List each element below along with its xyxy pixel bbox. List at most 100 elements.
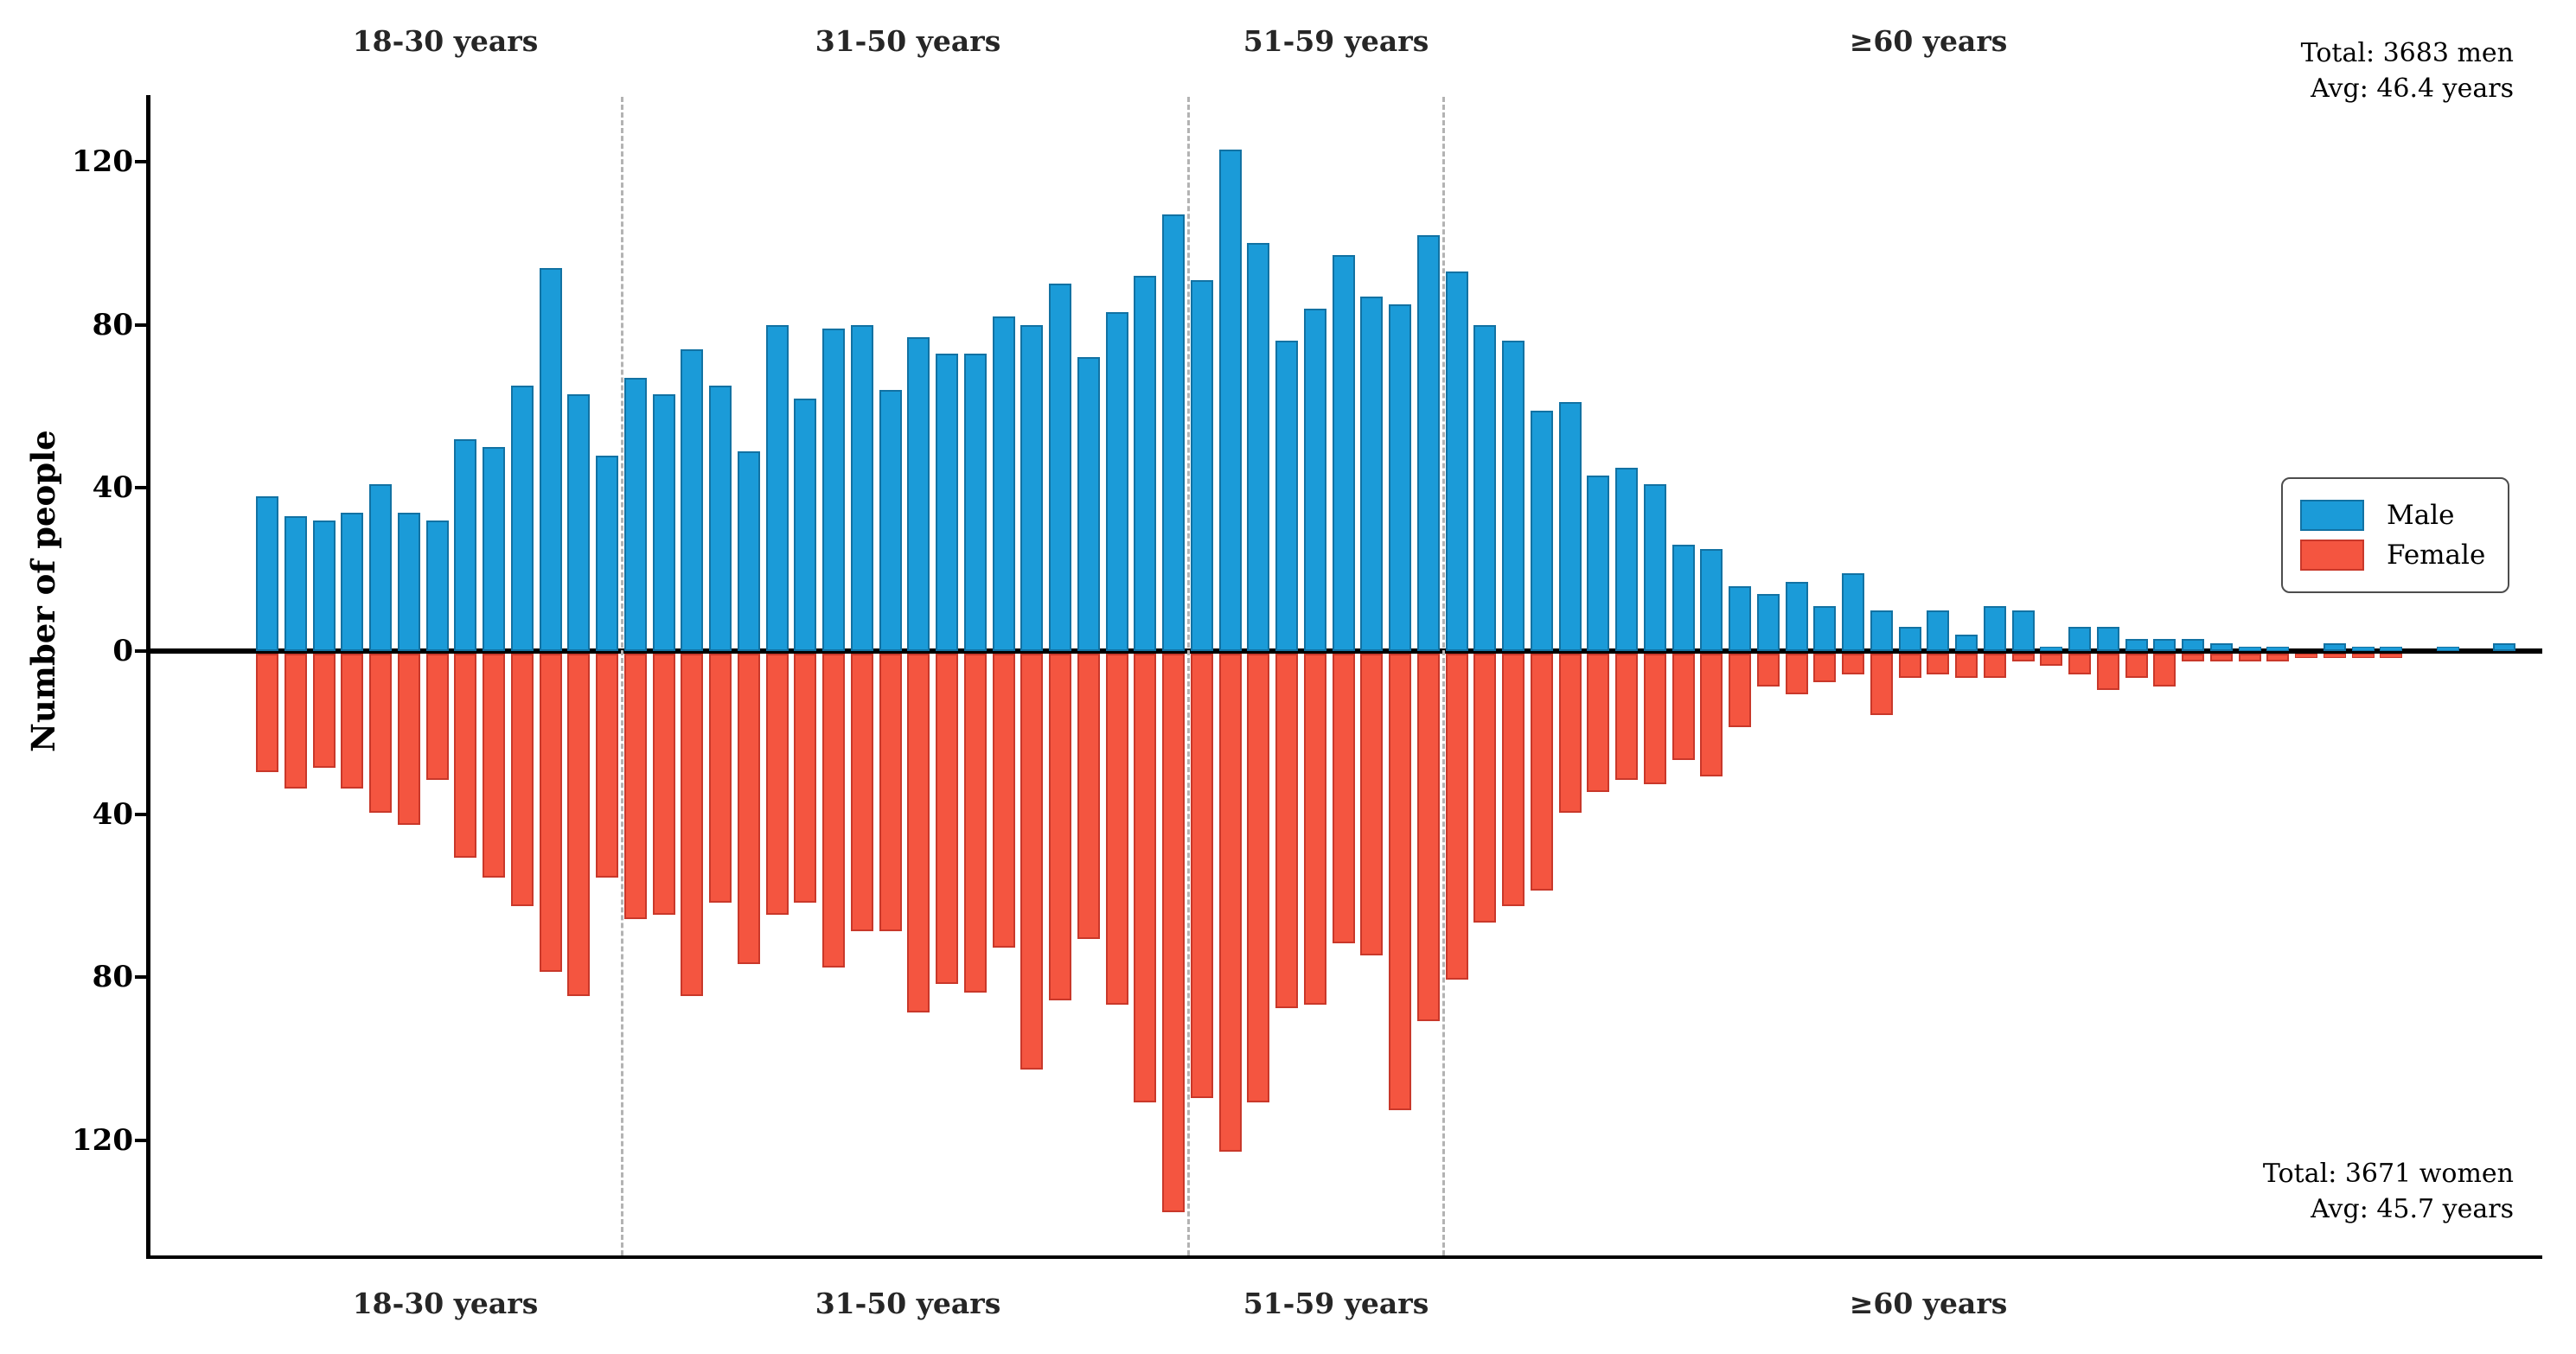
bar-female-age-70 xyxy=(1729,654,1751,727)
bar-male-age-51 xyxy=(1191,280,1213,651)
bar-female-age-77 xyxy=(1927,654,1949,674)
bar-male-age-88 xyxy=(2239,647,2261,651)
bar-male-age-18 xyxy=(256,496,278,651)
bar-male-age-70 xyxy=(1729,586,1751,651)
bar-female-age-57 xyxy=(1360,654,1383,955)
bar-male-age-62 xyxy=(1502,341,1525,651)
legend-row-female: Female xyxy=(2300,540,2485,571)
y-tick-mark xyxy=(135,1139,147,1142)
bar-male-age-45 xyxy=(1020,325,1043,651)
bar-female-age-65 xyxy=(1587,654,1609,792)
bar-female-age-86 xyxy=(2182,654,2204,661)
group-separator-after-50 xyxy=(1187,97,1190,1255)
bar-female-age-90 xyxy=(2295,654,2317,658)
bar-female-age-69 xyxy=(1700,654,1723,776)
bar-male-age-78 xyxy=(1955,635,1978,651)
bar-female-age-27 xyxy=(511,654,534,906)
bar-male-age-50 xyxy=(1162,214,1185,651)
y-tick-mark xyxy=(135,649,147,653)
y-tick-label: 120 xyxy=(72,144,133,179)
bar-female-age-49 xyxy=(1134,654,1156,1102)
bar-female-age-67 xyxy=(1644,654,1666,784)
bar-female-age-43 xyxy=(964,654,987,993)
legend-label-female: Female xyxy=(2387,540,2486,571)
bottom-axis-spine xyxy=(146,1255,2542,1259)
bar-male-age-41 xyxy=(907,337,930,651)
group-separator-after-30 xyxy=(621,97,623,1255)
bar-male-age-46 xyxy=(1049,284,1071,651)
bar-female-age-82 xyxy=(2068,654,2091,674)
bar-male-age-19 xyxy=(284,516,307,651)
bar-male-age-86 xyxy=(2182,639,2204,651)
bar-female-age-59 xyxy=(1417,654,1440,1021)
bar-male-age-80 xyxy=(2012,610,2035,651)
bar-female-age-21 xyxy=(341,654,363,789)
bar-female-age-93 xyxy=(2380,654,2402,658)
bar-male-age-37 xyxy=(794,399,816,651)
legend-label-male: Male xyxy=(2387,500,2455,531)
bar-female-age-88 xyxy=(2239,654,2261,661)
bar-male-age-92 xyxy=(2352,647,2375,651)
bar-female-age-58 xyxy=(1389,654,1411,1110)
bar-male-age-26 xyxy=(483,447,505,651)
bar-female-age-80 xyxy=(2012,654,2035,661)
bar-male-age-22 xyxy=(369,484,392,651)
bar-female-age-81 xyxy=(2040,654,2062,666)
bar-male-age-40 xyxy=(879,390,902,651)
bar-female-age-78 xyxy=(1955,654,1978,678)
bar-male-age-52 xyxy=(1219,150,1242,651)
y-tick-mark xyxy=(135,323,147,327)
bar-male-age-60 xyxy=(1446,271,1468,651)
bar-male-age-56 xyxy=(1333,255,1355,651)
bar-female-age-18 xyxy=(256,654,278,772)
bar-female-age-74 xyxy=(1842,654,1864,674)
bar-female-age-72 xyxy=(1786,654,1808,694)
bar-male-age-35 xyxy=(738,451,760,651)
bar-male-age-57 xyxy=(1360,297,1383,651)
left-axis-spine xyxy=(146,95,150,1259)
bar-female-age-29 xyxy=(567,654,590,996)
bar-male-age-93 xyxy=(2380,647,2402,651)
bar-male-age-87 xyxy=(2210,643,2233,651)
bar-male-age-81 xyxy=(2040,647,2062,651)
bar-female-age-32 xyxy=(653,654,675,915)
bar-female-age-42 xyxy=(936,654,958,984)
bar-female-age-84 xyxy=(2125,654,2148,678)
bar-female-age-75 xyxy=(1870,654,1893,715)
bar-male-age-47 xyxy=(1077,357,1100,651)
bar-female-age-85 xyxy=(2153,654,2176,687)
female-summary-annotation: Total: 3671 women Avg: 45.7 years xyxy=(2263,1157,2514,1227)
bar-female-age-89 xyxy=(2266,654,2289,661)
bar-male-age-34 xyxy=(709,386,732,651)
bar-male-age-73 xyxy=(1813,606,1836,651)
bar-male-age-29 xyxy=(567,394,590,651)
bar-male-age-66 xyxy=(1615,468,1638,651)
bar-female-age-50 xyxy=(1162,654,1185,1212)
bar-female-age-38 xyxy=(822,654,845,968)
bar-female-age-24 xyxy=(426,654,449,780)
bar-male-age-24 xyxy=(426,521,449,651)
zero-baseline xyxy=(150,648,2542,654)
bar-male-age-95 xyxy=(2437,647,2459,651)
y-axis-title: Number of people xyxy=(24,430,62,752)
bar-male-age-69 xyxy=(1700,549,1723,651)
group-label-top-31-50: 31-50 years xyxy=(815,24,1001,58)
bar-male-age-21 xyxy=(341,513,363,651)
female-total-text: Total: 3671 women xyxy=(2262,1159,2514,1189)
female-swatch xyxy=(2300,540,2364,571)
bar-male-age-55 xyxy=(1304,309,1326,651)
male-summary-annotation: Total: 3683 men Avg: 46.4 years xyxy=(2301,36,2514,106)
y-tick-mark xyxy=(135,486,147,489)
bar-female-age-45 xyxy=(1020,654,1043,1070)
female-avg-text: Avg: 45.7 years xyxy=(2311,1193,2514,1224)
bar-female-age-61 xyxy=(1473,654,1496,923)
group-label-top-51-59: 51-59 years xyxy=(1243,24,1429,58)
bar-female-age-46 xyxy=(1049,654,1071,1000)
y-tick-mark xyxy=(135,813,147,816)
bar-female-age-73 xyxy=(1813,654,1836,682)
bar-male-age-68 xyxy=(1672,545,1695,651)
bar-female-age-40 xyxy=(879,654,902,931)
bar-female-age-30 xyxy=(596,654,618,878)
bar-male-age-58 xyxy=(1389,304,1411,651)
y-tick-label: 80 xyxy=(92,960,133,994)
